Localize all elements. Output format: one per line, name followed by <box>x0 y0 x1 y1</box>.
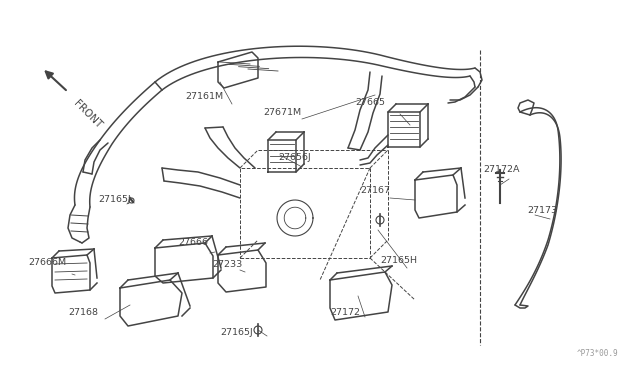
Text: 27656J: 27656J <box>278 153 311 162</box>
Text: FRONT: FRONT <box>72 98 104 130</box>
Text: 27665: 27665 <box>355 98 385 107</box>
Text: 27173: 27173 <box>527 206 557 215</box>
Text: 27233: 27233 <box>212 260 243 269</box>
Text: 27165J: 27165J <box>98 195 131 204</box>
Text: 27168: 27168 <box>68 308 98 317</box>
Text: 27165J: 27165J <box>220 328 253 337</box>
Text: 27161M: 27161M <box>185 92 223 101</box>
Text: 27172A: 27172A <box>483 165 520 174</box>
Text: ^P73*00.9: ^P73*00.9 <box>577 349 618 358</box>
Text: 27167: 27167 <box>360 186 390 195</box>
Text: 27666M: 27666M <box>28 258 66 267</box>
Text: 27165H: 27165H <box>380 256 417 265</box>
Text: 27172: 27172 <box>330 308 360 317</box>
Text: 27666: 27666 <box>178 238 208 247</box>
Text: 27671M: 27671M <box>263 108 301 117</box>
